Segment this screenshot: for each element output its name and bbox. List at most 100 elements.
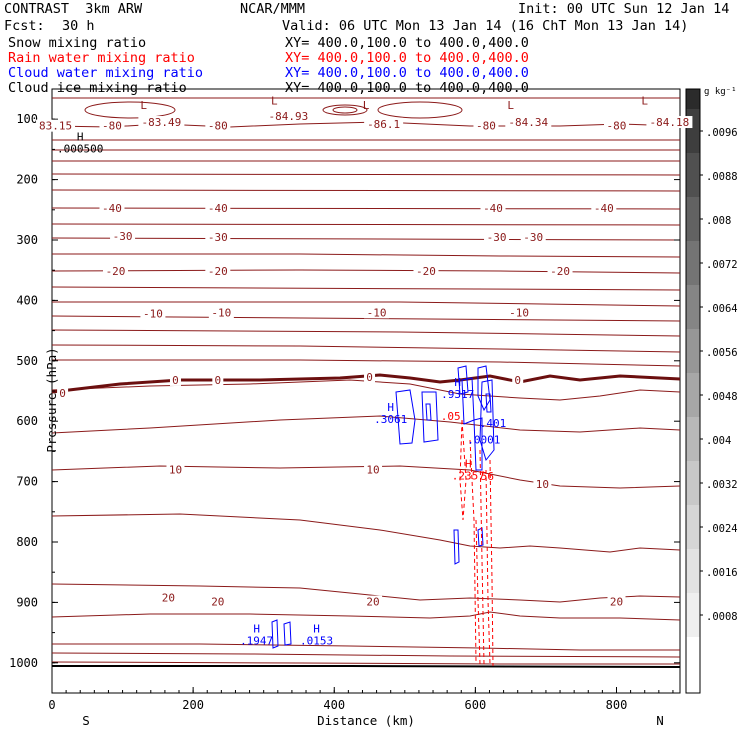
contour-label-bg	[480, 201, 506, 214]
y-tick-label: 800	[16, 535, 38, 549]
field-value-label: .05	[441, 410, 461, 423]
x-axis-label: Distance (km)	[317, 713, 415, 728]
contour-label-bg	[140, 307, 166, 320]
rain-water-contour	[475, 519, 481, 665]
contour-label-bg	[99, 119, 125, 132]
high-marker: H	[77, 130, 84, 143]
isotherm-label: 0	[514, 374, 521, 387]
closed-contour	[84, 101, 176, 119]
contour-label-bg	[484, 230, 510, 243]
isotherm-line	[51, 269, 681, 274]
cloud-water-contour	[477, 365, 491, 412]
field-xy-snow: XY= 400.0,100.0 to 400.0,400.0	[285, 35, 529, 51]
contour-label-bg	[512, 373, 524, 386]
isotherm-label: -20	[208, 265, 228, 278]
high-marker: H	[454, 376, 461, 389]
isotherm-line	[51, 415, 681, 434]
isotherm-line	[51, 207, 681, 210]
colorbar-level-label: .0048	[706, 391, 738, 403]
rain-water-contour	[489, 459, 494, 667]
isotherm-line	[52, 301, 681, 307]
colorbar-level-label: .0056	[706, 347, 738, 359]
contour-label-bg	[533, 477, 552, 490]
isotherm-label: -10	[211, 306, 231, 319]
low-marker: L	[271, 95, 278, 108]
extremum-value: .0153	[300, 635, 333, 648]
field-xy-cloud-water: XY= 400.0,100.0 to 400.0,400.0	[285, 65, 529, 81]
isotherm-label: -30	[208, 231, 228, 244]
isotherm-line	[51, 513, 681, 553]
y-tick-label: 600	[16, 414, 38, 428]
contour-label-bg	[103, 265, 129, 278]
isotherm-line	[51, 223, 681, 226]
high-marker: H	[253, 623, 260, 636]
low-marker: L	[641, 95, 648, 108]
contour-label-bg	[208, 595, 227, 608]
contour-label-bg	[159, 591, 178, 604]
colorbar-level-label: .008	[706, 215, 731, 227]
colorbar-swatch	[686, 461, 700, 505]
contour-label-bg	[169, 373, 181, 386]
isotherm-label: 20	[162, 591, 175, 604]
cloud-water-contour	[457, 365, 469, 395]
contour-label-bg	[364, 370, 376, 383]
extremum-value: .2357	[452, 470, 485, 483]
low-marker: L	[507, 99, 514, 112]
low-marker: L	[140, 99, 147, 112]
field-name-snow: Snow mixing ratio	[8, 35, 147, 51]
colorbar-swatch	[686, 241, 700, 285]
extremum-value: .1947	[240, 635, 273, 648]
cloud-water-contour	[425, 403, 432, 421]
isotherm-label: -84.93	[269, 110, 309, 123]
isotherm-label: -84.34	[508, 116, 548, 129]
contour-label-bg	[138, 116, 185, 129]
cloud-water-contour	[473, 417, 483, 471]
high-marker: H	[465, 458, 472, 471]
y-tick-label: 500	[16, 354, 38, 368]
isotherm-label: 20	[610, 596, 623, 609]
cloud-water-contour	[477, 527, 484, 547]
closed-contour	[332, 106, 358, 114]
isotherm-label: -10	[367, 306, 387, 319]
y-tick-label: 200	[16, 173, 38, 187]
rain-water-contour	[459, 419, 467, 521]
cloud-water-contour	[453, 529, 460, 565]
isotherm-line	[51, 652, 681, 658]
isotherm-label: 10	[536, 478, 549, 491]
field-xy-rain: XY= 400.0,100.0 to 400.0,400.0	[285, 50, 529, 66]
isotherm-line	[51, 329, 681, 337]
forecast-label: Fcst:	[4, 18, 45, 34]
colorbar: g kg⁻¹ .0096 .0088 .008 .0072 .0064 .0056 .004…	[685, 87, 738, 694]
cloud-water-contour	[485, 393, 492, 413]
colorbar-swatch	[686, 549, 700, 593]
colorbar-swatch	[686, 153, 700, 197]
contour-label-bg	[607, 595, 626, 608]
isotherm-label: -83.49	[141, 116, 181, 129]
isotherm-label: 0	[366, 371, 373, 384]
isotherm-line	[51, 286, 681, 291]
isotherm-line	[52, 643, 680, 651]
isotherm-label: -40	[208, 202, 228, 215]
rain-water-contour	[469, 439, 477, 663]
isotherm-line	[51, 661, 680, 665]
contour-label-bg	[473, 119, 499, 132]
contour-label-bg	[364, 117, 404, 130]
extremum-value: .9317	[441, 388, 474, 401]
contour-label-bg	[520, 230, 546, 243]
isotherm-label: -80	[102, 120, 122, 133]
cloud-water-contour	[283, 621, 292, 646]
isotherm-line	[51, 344, 681, 353]
rain-water-contours	[459, 419, 494, 667]
x-tick-label: 800	[606, 698, 628, 712]
isotherm-label: 83.15	[39, 120, 72, 133]
colorbar-swatch	[686, 417, 700, 461]
contour-label-bg	[212, 373, 224, 386]
field-value-label: 56	[481, 470, 494, 483]
field-name-rain: Rain water mixing ratio	[8, 50, 195, 66]
isotherm-label: -86.1	[367, 118, 400, 131]
isotherm-label: -80	[208, 120, 228, 133]
x-end-label-north: N	[656, 713, 664, 728]
contour-label-bg	[205, 201, 231, 214]
field-value-label: .0001	[467, 434, 500, 447]
y-tick-label: 300	[16, 233, 38, 247]
